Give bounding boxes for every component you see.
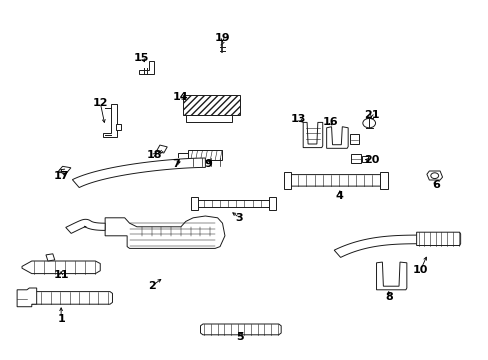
Text: 10: 10 [412, 265, 427, 275]
Text: 19: 19 [214, 33, 230, 43]
Polygon shape [416, 232, 460, 246]
Circle shape [430, 173, 438, 179]
Polygon shape [303, 122, 322, 148]
Bar [268, 197, 276, 210]
Polygon shape [116, 124, 121, 130]
Polygon shape [333, 235, 425, 257]
Polygon shape [65, 219, 105, 233]
Bar [190, 197, 198, 210]
Polygon shape [46, 254, 55, 261]
Polygon shape [27, 292, 112, 304]
Bar [185, 115, 232, 122]
Text: 5: 5 [235, 332, 243, 342]
Polygon shape [326, 127, 347, 148]
Circle shape [362, 118, 375, 128]
Polygon shape [72, 158, 205, 188]
Text: 11: 11 [53, 270, 69, 280]
Text: 21: 21 [363, 110, 379, 120]
Text: 17: 17 [53, 171, 69, 181]
Text: 14: 14 [173, 92, 188, 102]
Polygon shape [193, 200, 271, 207]
Text: 8: 8 [384, 292, 392, 302]
Polygon shape [426, 171, 442, 180]
Polygon shape [350, 154, 360, 163]
Text: 15: 15 [134, 53, 149, 63]
Text: 12: 12 [92, 98, 108, 108]
Polygon shape [102, 104, 117, 137]
Polygon shape [285, 175, 383, 186]
Text: 13: 13 [290, 114, 305, 124]
Text: 20: 20 [363, 155, 379, 165]
Text: 6: 6 [431, 180, 439, 190]
Text: 4: 4 [335, 191, 343, 201]
Text: 9: 9 [203, 159, 211, 169]
Bar [283, 172, 290, 189]
Text: 3: 3 [235, 213, 243, 223]
Bar [349, 134, 359, 144]
Polygon shape [139, 61, 154, 74]
Polygon shape [17, 288, 37, 307]
Polygon shape [376, 262, 406, 290]
Polygon shape [105, 216, 224, 248]
Polygon shape [188, 150, 222, 160]
Text: 7: 7 [172, 159, 180, 169]
Polygon shape [22, 261, 100, 274]
Polygon shape [156, 145, 167, 153]
Text: 1: 1 [57, 314, 65, 324]
Polygon shape [200, 324, 281, 335]
Bar [380, 172, 387, 189]
Text: 2: 2 [147, 281, 155, 291]
Bar [361, 156, 367, 162]
Text: 16: 16 [322, 117, 337, 127]
Text: 18: 18 [146, 150, 162, 160]
Polygon shape [58, 166, 71, 174]
Bar [183, 95, 239, 115]
